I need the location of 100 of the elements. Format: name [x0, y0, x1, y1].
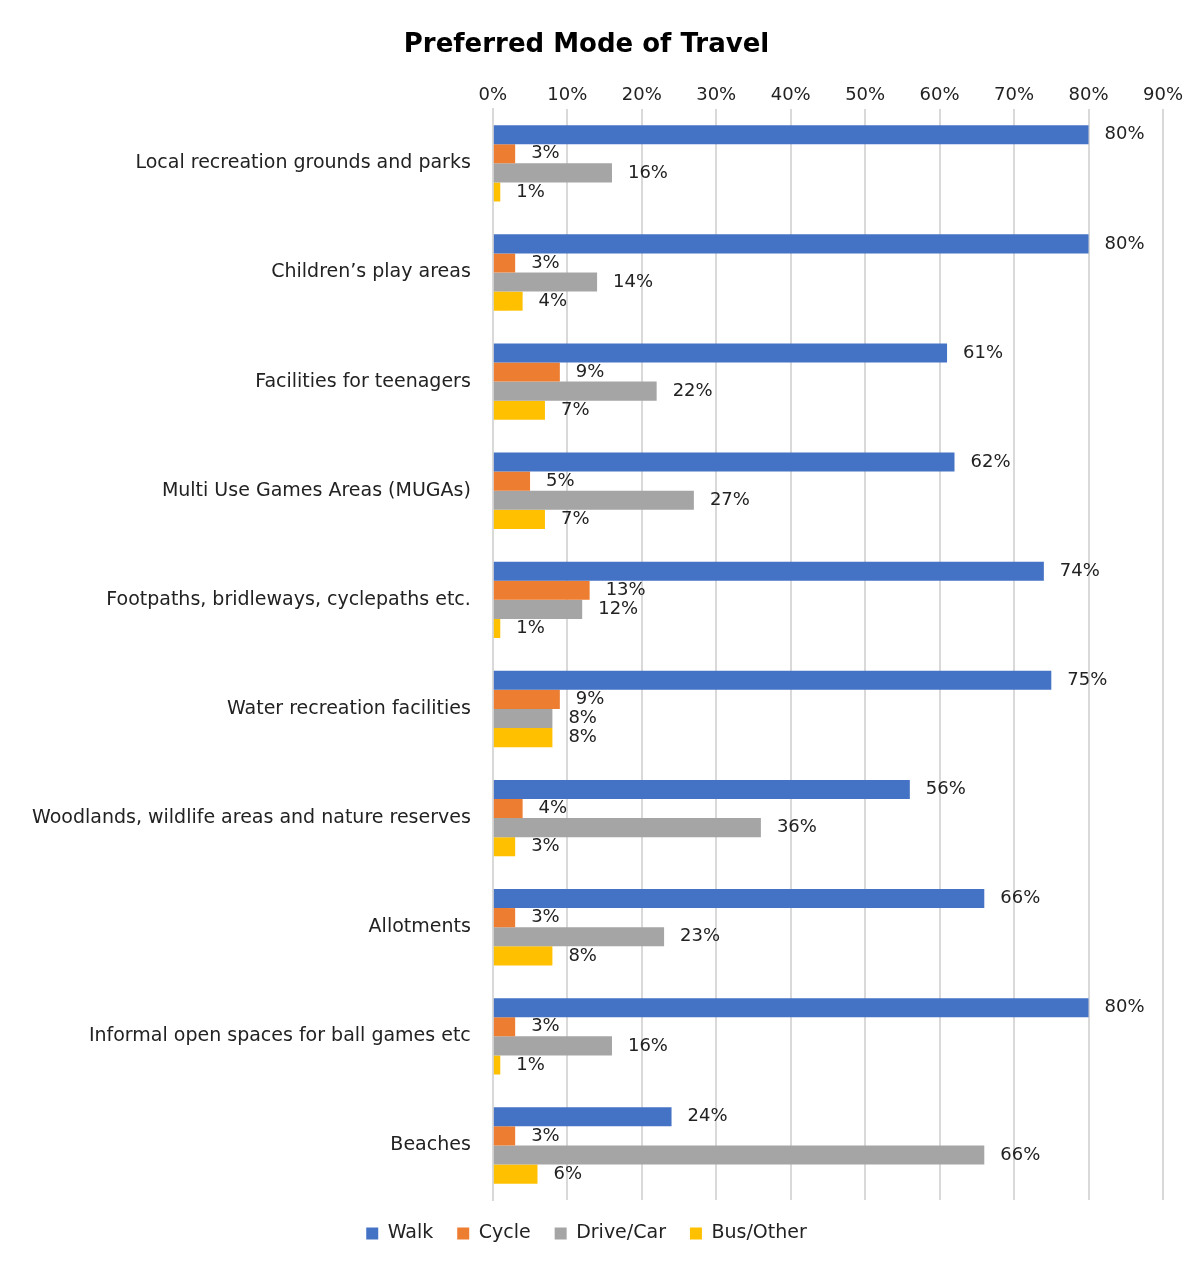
bar	[493, 1107, 672, 1127]
data-label: 3%	[531, 834, 560, 856]
y-tick-label: Facilities for teenagers	[255, 368, 471, 391]
bar	[493, 234, 1089, 254]
bar	[493, 291, 523, 311]
data-label: 9%	[575, 359, 605, 381]
bar	[493, 927, 665, 947]
x-tick-label: 90%	[1142, 82, 1184, 104]
legend-label: Cycle	[478, 1220, 531, 1243]
bar	[493, 689, 560, 709]
bar	[493, 728, 553, 748]
data-label: 1%	[516, 1052, 545, 1074]
data-label: 8%	[568, 725, 597, 747]
bar	[493, 490, 694, 510]
data-label: 8%	[568, 706, 597, 728]
data-label: 22%	[672, 378, 713, 400]
bar	[493, 1017, 516, 1037]
x-tick-label: 30%	[696, 82, 737, 104]
x-tick-label: 40%	[770, 82, 811, 104]
bar	[493, 163, 612, 183]
y-tick-label: Local recreation grounds and parks	[135, 150, 471, 173]
y-tick-label: Multi Use Games Areas (MUGAs)	[161, 477, 471, 500]
data-label: 61%	[963, 340, 1004, 362]
bar	[493, 998, 1089, 1018]
x-tick-label: 0%	[478, 82, 508, 104]
bar	[493, 670, 1052, 690]
data-label: 13%	[605, 577, 646, 599]
data-label: 66%	[1000, 1142, 1041, 1164]
data-label: 80%	[1104, 995, 1145, 1017]
data-label: 24%	[687, 1104, 728, 1126]
data-label: 6%	[553, 1161, 583, 1183]
bar	[493, 1126, 516, 1146]
data-label: 9%	[575, 687, 605, 709]
bar	[493, 798, 523, 819]
legend-label: Walk	[387, 1220, 434, 1243]
bar	[493, 580, 590, 600]
bar	[493, 381, 657, 401]
data-label: 80%	[1104, 122, 1145, 144]
bar	[493, 125, 1089, 145]
bar	[493, 400, 545, 420]
data-label: 3%	[531, 905, 560, 927]
bar	[493, 1055, 501, 1075]
bar	[493, 779, 910, 799]
bar	[493, 471, 531, 491]
data-label: 27%	[709, 487, 750, 509]
data-label: 8%	[568, 943, 597, 965]
bar	[493, 1145, 985, 1165]
bar	[493, 452, 955, 472]
y-tick-label: Footpaths, bridleways, cyclepaths etc.	[106, 586, 471, 609]
data-label: 74%	[1059, 558, 1100, 580]
y-tick-label: Informal open spaces for ball games etc	[88, 1023, 471, 1046]
legend-label: Bus/Other	[711, 1220, 807, 1243]
data-label: 5%	[546, 468, 575, 490]
bar	[493, 618, 501, 639]
data-label: 16%	[627, 160, 668, 182]
x-tick-label: 20%	[621, 82, 662, 104]
y-tick-label: Allotments	[368, 914, 471, 937]
bar	[493, 599, 583, 619]
data-label: 16%	[627, 1033, 668, 1055]
data-label: 4%	[538, 796, 568, 818]
bar	[493, 1036, 612, 1056]
bar	[493, 837, 516, 857]
data-label: 4%	[538, 288, 568, 310]
bar	[493, 561, 1044, 581]
bar	[493, 509, 545, 529]
bar	[493, 182, 501, 202]
data-label: 14%	[613, 269, 654, 291]
x-tick-label: 70%	[994, 82, 1035, 104]
data-label: 80%	[1104, 231, 1145, 253]
y-tick-label: Water recreation facilities	[227, 695, 471, 718]
data-label: 3%	[531, 1014, 560, 1036]
data-label: 23%	[680, 924, 721, 946]
data-label: 3%	[531, 250, 560, 272]
data-label: 1%	[516, 179, 545, 201]
data-label: 1%	[516, 616, 545, 638]
x-tick-label: 50%	[845, 82, 886, 104]
x-tick-label: 60%	[919, 82, 960, 104]
data-label: 7%	[560, 397, 590, 419]
data-label: 3%	[531, 1123, 560, 1145]
bar	[493, 253, 516, 273]
bar	[493, 708, 553, 729]
legend-label: Drive/Car	[576, 1220, 667, 1243]
chart-title: Preferred Mode of Travel	[403, 28, 770, 59]
bar	[493, 946, 553, 966]
data-label: 12%	[598, 597, 639, 619]
bar	[493, 1164, 538, 1184]
bar	[493, 889, 985, 909]
x-tick-label: 80%	[1068, 82, 1109, 104]
y-tick-label: Children’s play areas	[271, 259, 471, 282]
data-label: 75%	[1067, 667, 1108, 689]
y-tick-label: Beaches	[390, 1132, 471, 1155]
bar	[493, 343, 948, 363]
data-label: 36%	[776, 815, 817, 837]
y-tick-label: Woodlands, wildlife areas and nature reserves	[32, 805, 471, 828]
data-label: 62%	[970, 449, 1011, 471]
bar	[493, 272, 598, 292]
bar	[493, 908, 516, 928]
bar	[493, 818, 761, 838]
data-label: 66%	[1000, 886, 1041, 908]
x-tick-label: 10%	[547, 82, 588, 104]
